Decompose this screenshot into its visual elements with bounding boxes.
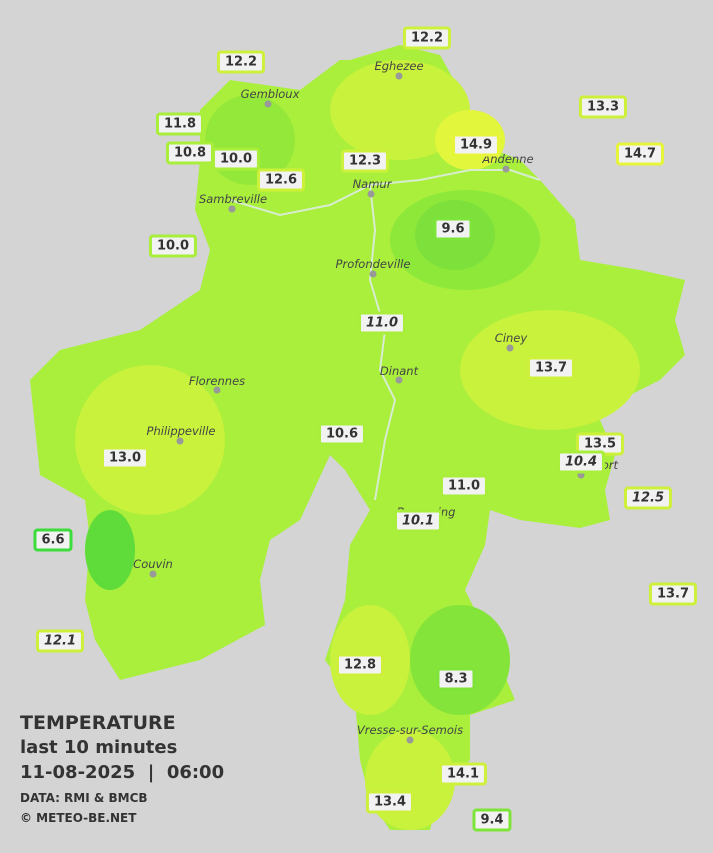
- station-value: 12.8: [335, 653, 385, 677]
- town-name: Sambreville: [198, 192, 268, 206]
- legend-title: TEMPERATURE: [20, 712, 176, 734]
- town-name: Vresse-sur-Semois: [356, 723, 464, 737]
- cool-zone: [85, 510, 135, 590]
- station-value: 12.2: [402, 26, 452, 50]
- town-dot: [506, 344, 514, 352]
- town-dot: [213, 386, 221, 394]
- station-value: 11.0: [357, 311, 407, 335]
- station-value: 6.6: [33, 528, 73, 552]
- station-value: 13.3: [578, 95, 628, 119]
- legend-period: last 10 minutes: [20, 737, 178, 758]
- station-value: 9.4: [472, 808, 512, 832]
- town-dot: [264, 100, 272, 108]
- town-dot: [577, 471, 585, 479]
- station-value: 14.1: [438, 762, 488, 786]
- town-name: Namur: [352, 177, 392, 191]
- station-value: 10.1: [393, 509, 443, 533]
- town-name: Couvin: [133, 557, 173, 571]
- legend-copyright: © METEO-BE.NET: [20, 811, 137, 825]
- station-value: 13.4: [365, 790, 415, 814]
- legend-source: DATA: RMI & BMCB: [20, 791, 148, 805]
- station-value: 12.2: [216, 50, 266, 74]
- station-value: 12.3: [340, 149, 390, 173]
- town-dot: [502, 165, 510, 173]
- station-value: 9.6: [433, 217, 473, 241]
- town-dot: [395, 376, 403, 384]
- town-dot: [367, 190, 375, 198]
- station-value: 14.9: [451, 133, 501, 157]
- station-value: 11.8: [155, 112, 205, 136]
- station-value: 8.3: [436, 667, 476, 691]
- station-value: 12.1: [35, 629, 85, 653]
- town-dot: [406, 736, 414, 744]
- station-value: 10.0: [211, 147, 261, 171]
- station-value: 13.0: [100, 446, 150, 470]
- date: 11-08-2025: [20, 762, 136, 783]
- time: 06:00: [166, 762, 225, 783]
- town-dot: [228, 205, 236, 213]
- station-value: 10.0: [148, 234, 198, 258]
- station-value: 10.8: [165, 141, 215, 165]
- town-dot: [395, 72, 403, 80]
- town-name: Gembloux: [240, 87, 300, 101]
- town-dot: [149, 570, 157, 578]
- town-name: Dinant: [379, 364, 419, 378]
- station-value: 12.5: [623, 486, 673, 510]
- river: [368, 184, 397, 501]
- station-value: 13.7: [648, 582, 698, 606]
- station-value: 13.7: [526, 356, 576, 380]
- station-value: 14.7: [615, 142, 665, 166]
- town-dot: [369, 270, 377, 278]
- town-name: Ciney: [494, 331, 528, 345]
- warm-zone: [75, 365, 225, 515]
- town-name: Eghezee: [374, 59, 424, 73]
- station-value: 10.6: [317, 422, 367, 446]
- station-value: 12.6: [256, 168, 306, 192]
- legend-datetime: 11-08-2025 | 06:00: [20, 762, 224, 783]
- town-name: Profondeville: [335, 257, 411, 271]
- station-value: 10.4: [556, 450, 606, 474]
- warm-zone: [330, 60, 470, 160]
- town-name: Philippeville: [146, 424, 216, 438]
- town-dot: [176, 437, 184, 445]
- town-name: Florennes: [188, 374, 246, 388]
- separator: |: [147, 762, 155, 783]
- cool-zone: [410, 605, 510, 715]
- station-value: 11.0: [439, 474, 489, 498]
